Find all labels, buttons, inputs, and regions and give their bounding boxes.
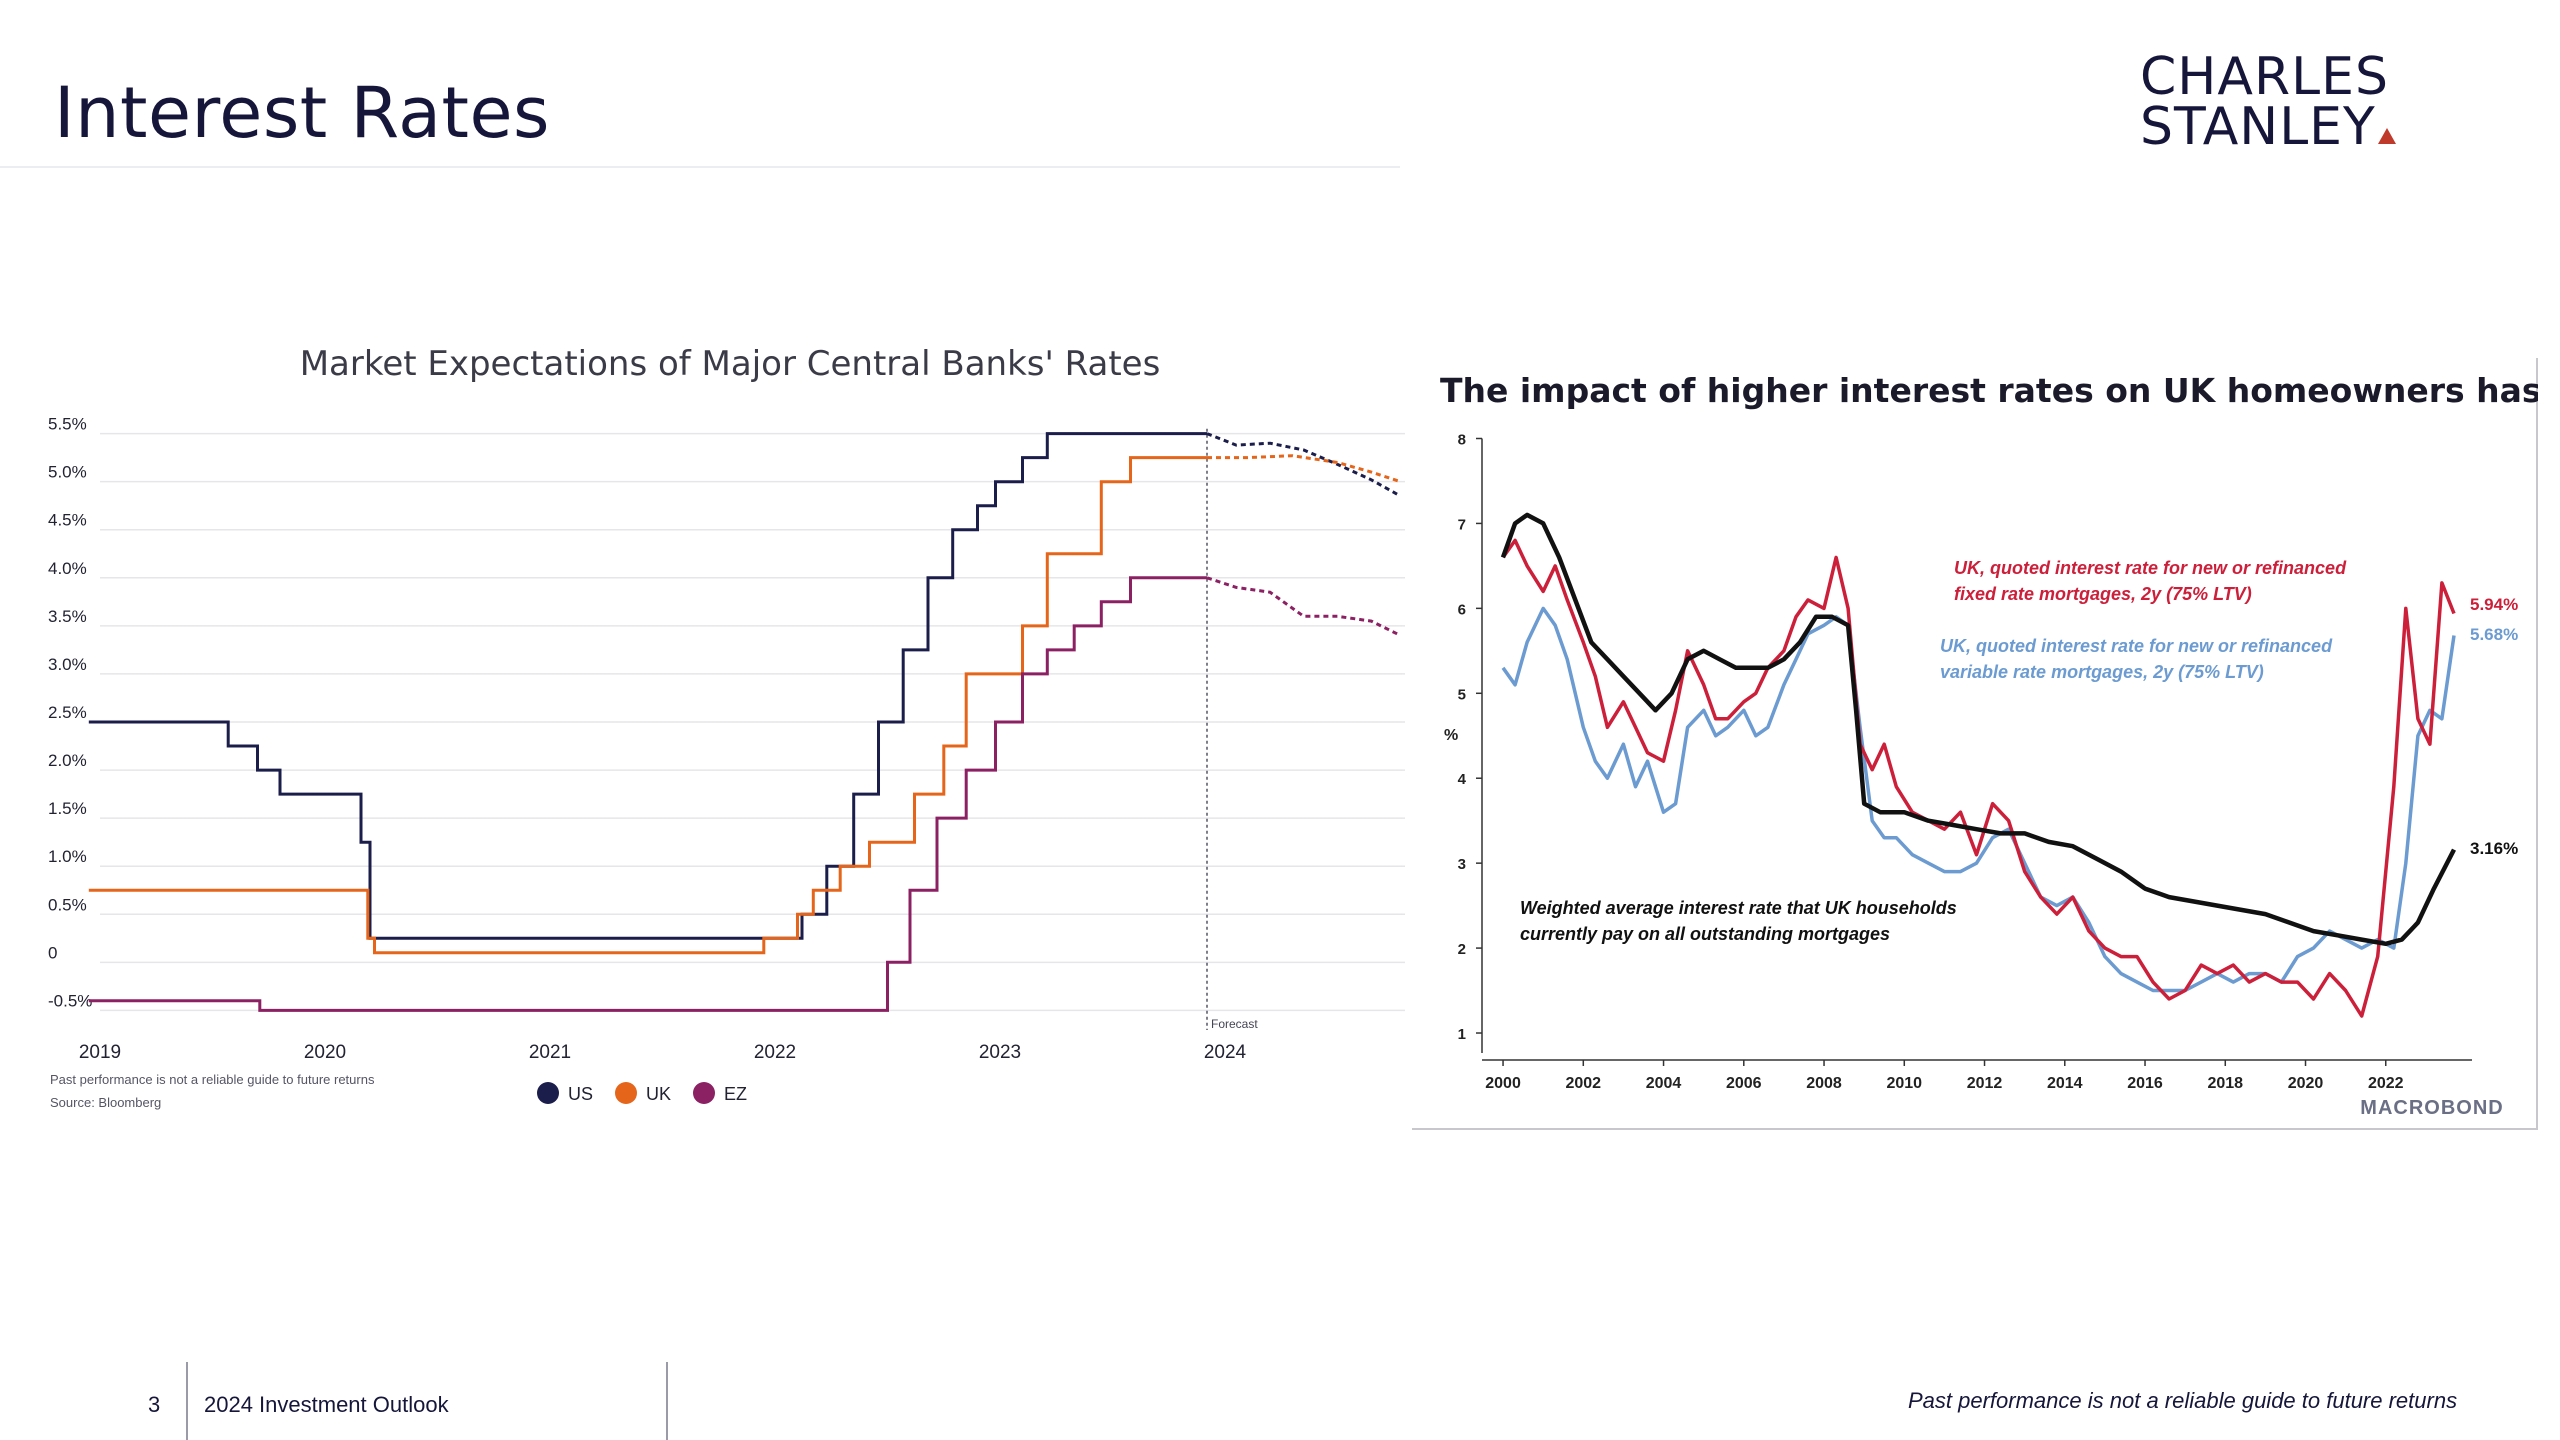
x-tick-label: 2018 xyxy=(2207,1075,2243,1092)
legend-swatch-ez xyxy=(693,1082,715,1104)
y-axis-label: % xyxy=(1444,727,1458,744)
y-tick-label: 4 xyxy=(1458,771,1467,788)
footer-page-number: 3 xyxy=(148,1392,161,1417)
y-tick-label: 1.5% xyxy=(48,799,87,818)
logo-line-2: STANLEY xyxy=(2140,101,2400,153)
series-line-variable xyxy=(1501,606,2456,993)
x-tick-label: 2020 xyxy=(2288,1075,2324,1092)
x-tick-label: 2024 xyxy=(1204,1042,1247,1063)
forecast-line-ez xyxy=(1206,576,1402,637)
x-tick-label: 2014 xyxy=(2047,1075,2083,1092)
y-tick-label: 4.0% xyxy=(48,559,87,578)
annotation-line-2: currently pay on all outstanding mortgag… xyxy=(1520,924,1890,944)
y-tick-label: 2.5% xyxy=(48,703,87,722)
forecast-line-us xyxy=(1206,432,1402,498)
footer-divider xyxy=(186,1362,188,1440)
x-tick-label: 2004 xyxy=(1646,1075,1682,1092)
y-tick-label: 2.0% xyxy=(48,751,87,770)
uk-mortgage-rates-chart: The impact of higher interest rates on U… xyxy=(1440,371,2538,1119)
end-value-label: 3.16% xyxy=(2470,839,2518,858)
annotation-line-2: fixed rate mortgages, 2y (75% LTV) xyxy=(1954,584,2252,604)
series-line-weighted xyxy=(1500,512,2457,947)
series-annotation: UK, quoted interest rate for new or refi… xyxy=(1940,636,2333,682)
x-tick-label: 2006 xyxy=(1726,1075,1762,1092)
y-tick-label: -0.5% xyxy=(48,991,92,1010)
central-banks-rates-chart: Market Expectations of Major Central Ban… xyxy=(48,344,1405,1110)
y-tick-label: 5 xyxy=(1458,686,1466,703)
legend-label-ez: EZ xyxy=(724,1084,747,1104)
series-line-ez xyxy=(88,576,1207,1012)
legend-label-uk: UK xyxy=(646,1084,671,1104)
logo-triangle-icon xyxy=(2377,128,2396,144)
y-tick-label: 4.5% xyxy=(48,511,87,530)
x-tick-label: 2020 xyxy=(304,1042,346,1063)
chart-title: The impact of higher interest rates on U… xyxy=(1440,371,2538,410)
series-line-uk xyxy=(88,456,1207,955)
forecast-annotation: Forecast xyxy=(1211,1017,1258,1031)
x-tick-label: 2002 xyxy=(1565,1075,1601,1092)
y-tick-label: 3.0% xyxy=(48,655,87,674)
y-tick-label: 1 xyxy=(1458,1026,1466,1043)
title-divider xyxy=(0,166,1400,168)
forecast-line-uk xyxy=(1207,454,1401,484)
y-tick-label: 2 xyxy=(1458,941,1466,958)
y-tick-label: 7 xyxy=(1458,516,1466,533)
footer-divider xyxy=(666,1362,668,1440)
end-value-label: 5.68% xyxy=(2470,625,2518,644)
legend-swatch-uk xyxy=(615,1082,637,1104)
logo-line-2-text: STANLEY xyxy=(2140,97,2376,157)
x-tick-label: 2008 xyxy=(1806,1075,1842,1092)
y-tick-label: 3 xyxy=(1458,856,1466,873)
x-tick-label: 2023 xyxy=(979,1042,1021,1063)
x-tick-label: 2000 xyxy=(1485,1075,1521,1092)
y-tick-label: 3.5% xyxy=(48,607,87,626)
mortgage-chart-frame xyxy=(1412,358,2538,1130)
y-tick-label: 8 xyxy=(1458,431,1466,448)
series-line-fixed xyxy=(1501,538,2456,1018)
chart-title: Market Expectations of Major Central Ban… xyxy=(300,344,1161,384)
logo-line-1: CHARLES xyxy=(2140,47,2389,107)
x-tick-label: 2010 xyxy=(1886,1075,1922,1092)
y-tick-label: 0 xyxy=(48,943,57,962)
y-tick-label: 1.0% xyxy=(48,847,87,866)
series-line-us xyxy=(88,432,1207,940)
footer-document-title: 2024 Investment Outlook xyxy=(204,1392,449,1417)
legend-label-us: US xyxy=(568,1084,593,1104)
x-tick-label: 2019 xyxy=(79,1042,121,1063)
y-tick-label: 6 xyxy=(1458,601,1466,618)
page-title: Interest Rates xyxy=(54,72,550,154)
x-tick-label: 2021 xyxy=(529,1042,571,1063)
y-tick-label: 5.0% xyxy=(48,463,87,482)
annotation-line-1: UK, quoted interest rate for new or refi… xyxy=(1940,636,2333,656)
footer-disclaimer: Past performance is not a reliable guide… xyxy=(1908,1388,2458,1413)
annotation-line-2: variable rate mortgages, 2y (75% LTV) xyxy=(1940,662,2264,682)
chart-source: Source: Bloomberg xyxy=(50,1095,161,1110)
x-tick-label: 2012 xyxy=(1967,1075,2003,1092)
chart-note: Past performance is not a reliable guide… xyxy=(50,1072,375,1087)
macrobond-logo: MACROBOND xyxy=(2360,1097,2503,1119)
series-annotation: Weighted average interest rate that UK h… xyxy=(1520,898,1957,944)
company-logo: CHARLES STANLEY xyxy=(2140,47,2400,153)
annotation-line-1: Weighted average interest rate that UK h… xyxy=(1520,898,1957,918)
y-tick-label: 5.5% xyxy=(48,415,87,434)
annotation-line-1: UK, quoted interest rate for new or refi… xyxy=(1954,558,2347,578)
x-tick-label: 2016 xyxy=(2127,1075,2163,1092)
legend-swatch-us xyxy=(537,1082,559,1104)
x-tick-label: 2022 xyxy=(754,1042,796,1063)
x-tick-label: 2022 xyxy=(2368,1075,2404,1092)
series-annotation: UK, quoted interest rate for new or refi… xyxy=(1954,558,2347,604)
end-value-label: 5.94% xyxy=(2470,595,2518,614)
y-tick-label: 0.5% xyxy=(48,895,87,914)
